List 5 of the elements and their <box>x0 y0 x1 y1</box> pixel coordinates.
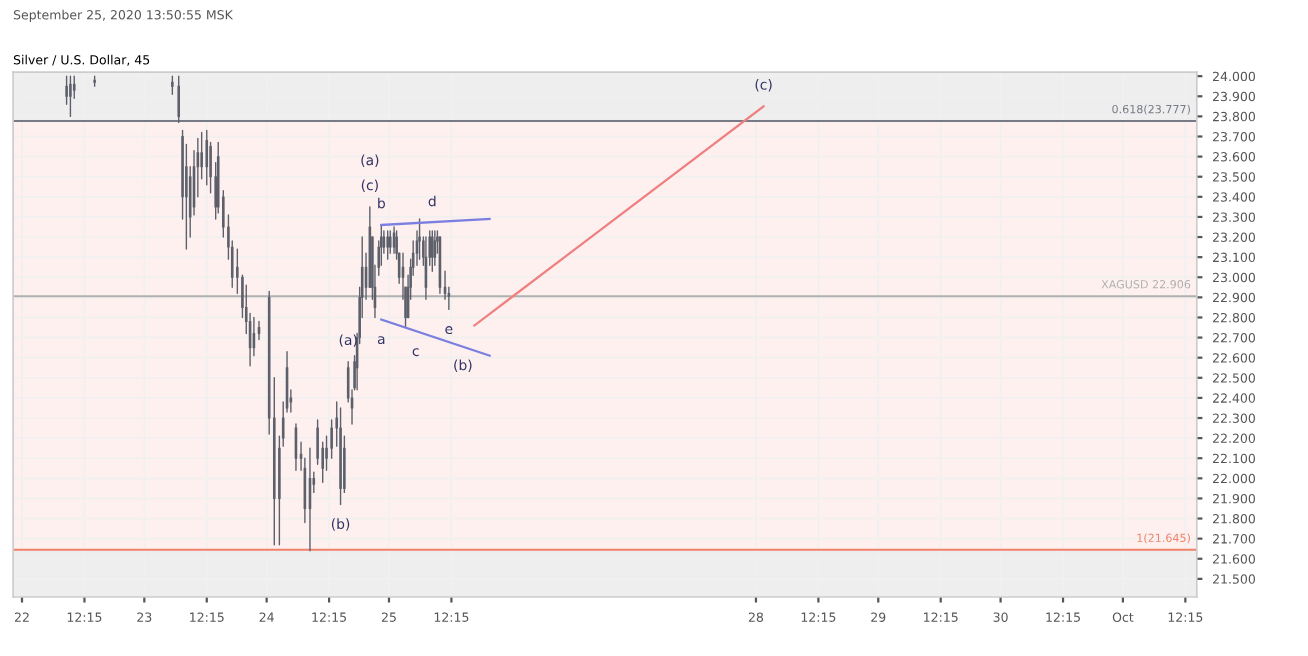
candlestick <box>308 447 312 552</box>
candlestick <box>294 423 298 471</box>
candlestick <box>177 75 181 124</box>
candlestick <box>386 230 390 260</box>
candlestick <box>205 129 209 186</box>
